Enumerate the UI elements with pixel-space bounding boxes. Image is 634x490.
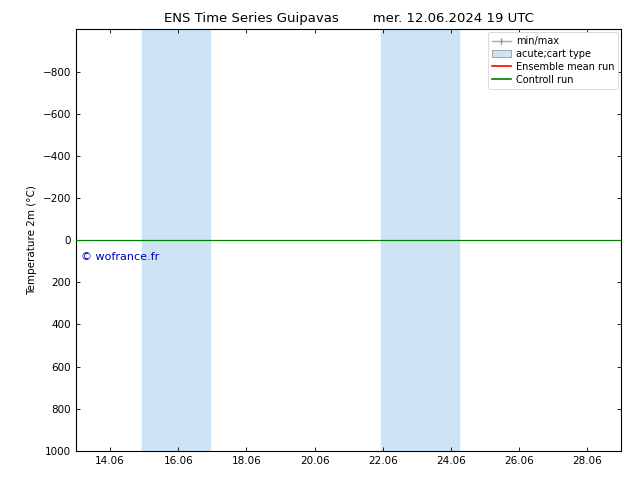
Title: ENS Time Series Guipavas        mer. 12.06.2024 19 UTC: ENS Time Series Guipavas mer. 12.06.2024… xyxy=(164,12,534,25)
Bar xyxy=(381,29,459,451)
Bar xyxy=(142,29,210,451)
Legend: min/max, acute;cart type, Ensemble mean run, Controll run: min/max, acute;cart type, Ensemble mean … xyxy=(488,32,618,89)
Text: © wofrance.fr: © wofrance.fr xyxy=(81,252,159,262)
Y-axis label: Temperature 2m (°C): Temperature 2m (°C) xyxy=(27,185,37,295)
